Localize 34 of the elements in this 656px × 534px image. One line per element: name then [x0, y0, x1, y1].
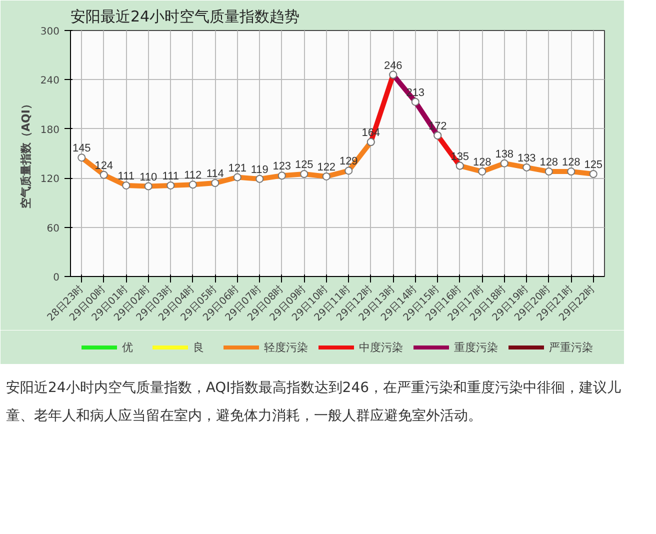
data-label: 125 — [294, 159, 314, 171]
y-tick-label: 60 — [46, 223, 60, 234]
y-tick-label: 0 — [53, 272, 60, 284]
data-label: 119 — [250, 164, 268, 176]
data-label: 145 — [72, 142, 91, 155]
data-label: 121 — [228, 162, 247, 174]
data-label: 138 — [495, 148, 514, 160]
y-tick-label: 300 — [40, 26, 60, 38]
data-label: 111 — [162, 170, 179, 182]
data-label: 246 — [384, 60, 402, 72]
chart-title: 安阳最近24小时空气质量指数趋势 — [70, 8, 300, 26]
data-label: 128 — [540, 156, 558, 169]
data-label: 122 — [317, 161, 336, 174]
data-label: 128 — [472, 156, 492, 169]
y-tick-label: 180 — [40, 124, 60, 136]
legend-label: 优 — [122, 340, 134, 354]
data-label: 112 — [184, 170, 202, 182]
data-label: 111 — [118, 170, 134, 182]
data-label: 128 — [562, 156, 580, 169]
legend-label: 严重污染 — [549, 340, 593, 354]
legend-label: 轻度污染 — [264, 340, 308, 354]
legend-label: 重度污染 — [454, 340, 498, 354]
data-label: 124 — [94, 160, 114, 172]
y-tick-label: 120 — [40, 174, 60, 186]
data-label: 114 — [206, 168, 224, 180]
data-label: 123 — [272, 160, 292, 173]
legend-label: 良 — [193, 340, 205, 354]
y-tick-label: 240 — [40, 76, 60, 87]
data-label: 133 — [517, 152, 536, 164]
y-axis-title: 空气质量指数（AQI） — [19, 98, 32, 208]
legend-label: 中度污染 — [359, 340, 403, 354]
data-label: 125 — [584, 159, 603, 171]
text: 安阳近24小时内空气质量指数，AQI指数最高指数达到246，在严重污染和重度污染中徘徊，建议儿童、老年人和病人应当留在室内，避免体力消耗，一般人群应避免室外活动。 — [6, 379, 622, 426]
data-label: 110 — [140, 171, 158, 184]
